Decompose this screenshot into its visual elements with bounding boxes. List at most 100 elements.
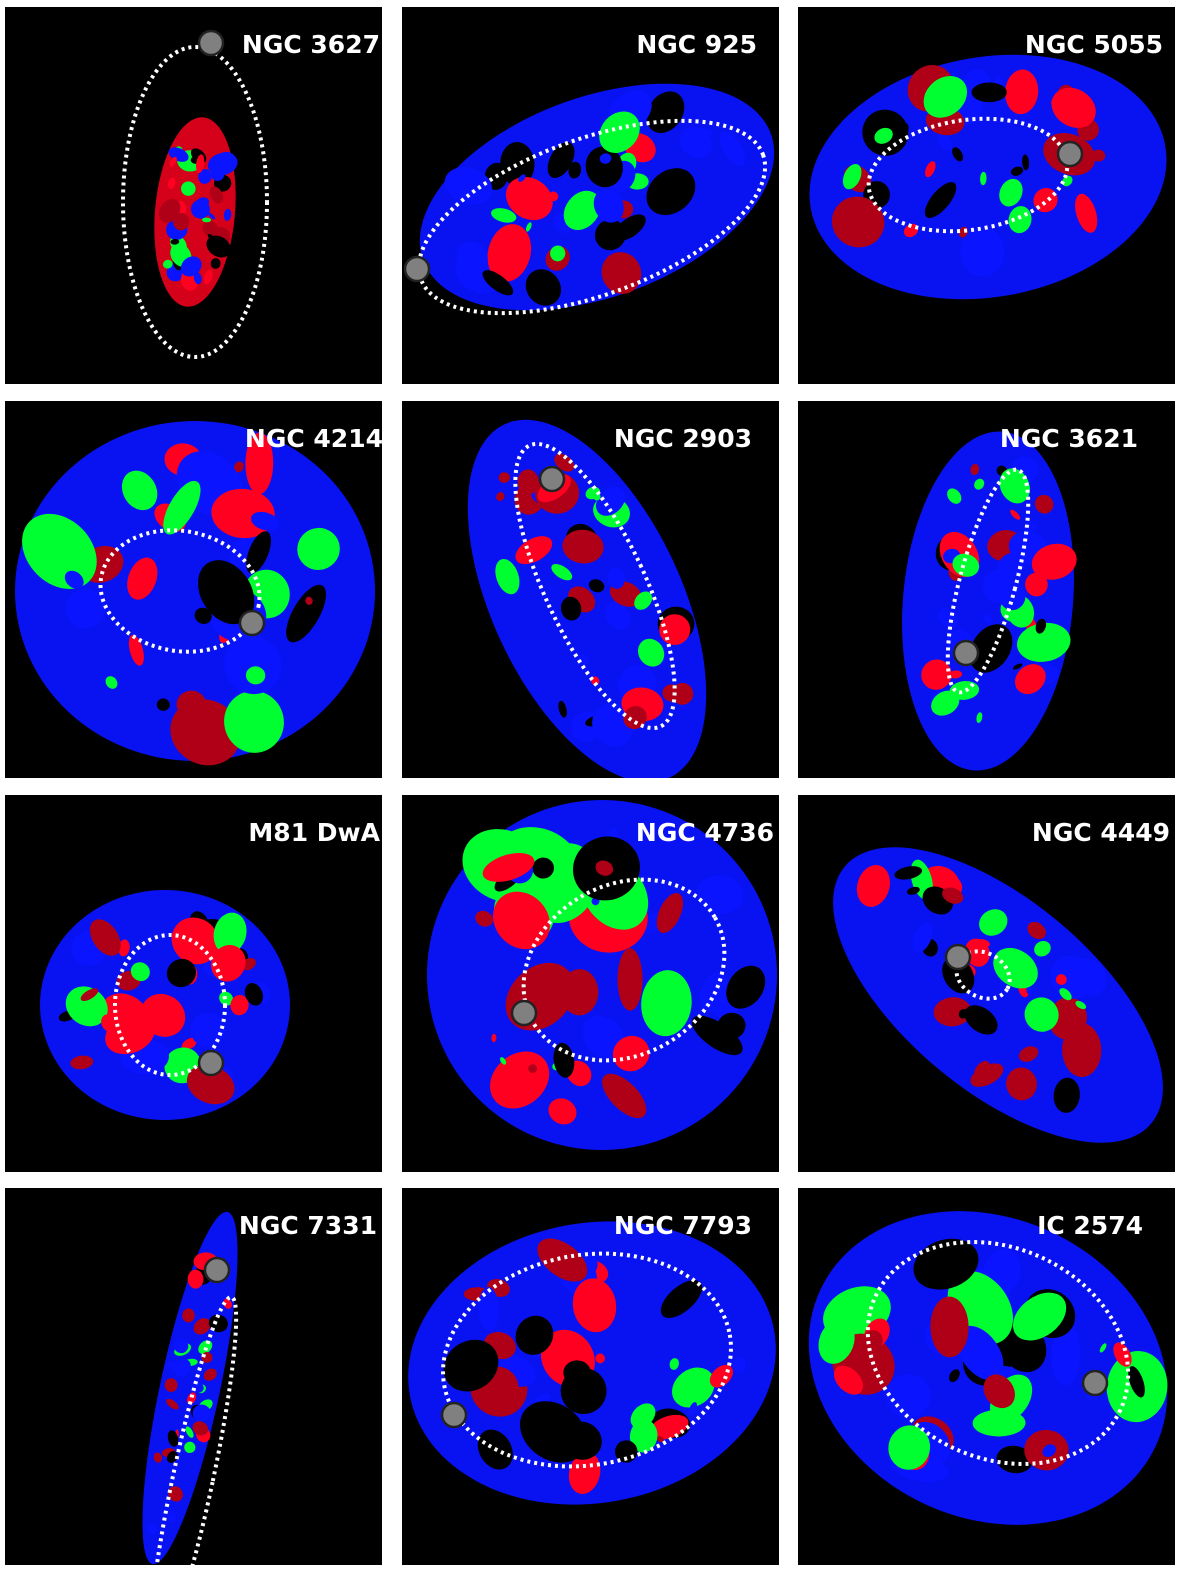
emission-patch [147, 1524, 158, 1535]
panel-label: IC 2574 [1037, 1211, 1143, 1240]
emission-patch [1034, 940, 1051, 957]
emission-patch [947, 488, 962, 504]
emission-patch [250, 511, 280, 531]
emission-patch [192, 1404, 211, 1423]
emission-patch [942, 887, 964, 904]
emission-patch [999, 178, 1023, 207]
emission-patch [1062, 175, 1073, 187]
panel-label: NGC 925 [636, 30, 757, 59]
emission-patch [1024, 997, 1059, 1032]
emission-patch [203, 269, 213, 285]
emission-patch [949, 670, 963, 679]
emission-patch [128, 634, 144, 666]
emission-patch [634, 591, 653, 610]
emission-patch [717, 1012, 746, 1040]
emission-patch [1012, 1292, 1067, 1341]
emission-patch [602, 1073, 647, 1119]
emission-patch [1059, 988, 1072, 1001]
emission-patch [641, 970, 692, 1037]
emission-patch [892, 123, 909, 148]
emission-patch [169, 156, 177, 167]
emission-patch [80, 988, 99, 1001]
emission-patch [65, 986, 108, 1027]
emission-patch [1023, 520, 1037, 534]
emission-patch [193, 1318, 211, 1335]
emission-patch [181, 181, 196, 196]
emission-patch [669, 1358, 679, 1370]
emission-patch [623, 706, 647, 730]
emission-patch [563, 1360, 591, 1386]
emission-patch [977, 939, 990, 947]
emission-patch [551, 564, 573, 581]
aperture-ellipse [113, 933, 227, 1077]
panel: NGC 4449 [798, 795, 1175, 1172]
emission-patch [206, 235, 231, 258]
emission-patch [719, 131, 746, 166]
emission-patch [1099, 1343, 1107, 1353]
aperture-ellipse [441, 1251, 733, 1469]
panel: NGC 7331 [5, 1188, 382, 1565]
emission-patch [593, 188, 624, 223]
emission-patch [656, 1436, 665, 1443]
emission-patch [572, 1278, 617, 1333]
panel: NGC 3627 [5, 7, 382, 384]
emission-patch [1025, 572, 1048, 597]
emission-patch [1128, 1366, 1145, 1398]
emission-patch [245, 432, 274, 495]
emission-patch [195, 154, 205, 174]
emission-patch [22, 513, 97, 589]
emission-patch [605, 601, 631, 630]
emission-patch [528, 1064, 538, 1074]
emission-patch [443, 1339, 499, 1392]
panel: NGC 4736 [402, 795, 779, 1172]
emission-patch [660, 1280, 703, 1318]
emission-patch [1027, 921, 1046, 940]
emission-patch [913, 1238, 979, 1290]
emission-patch [193, 272, 202, 285]
emission-patch [856, 865, 890, 907]
emission-patch [903, 223, 919, 238]
marker-dot [203, 1256, 231, 1284]
aperture-ellipse [945, 467, 1031, 695]
panel-label: M81 DwA [248, 818, 380, 847]
emission-patch [260, 578, 267, 588]
emission-patch [181, 1037, 197, 1050]
emission-patch [182, 1308, 195, 1323]
emission-patch [297, 527, 340, 570]
emission-patch [1031, 543, 1077, 580]
emission-patch [596, 486, 626, 516]
emission-patch [974, 478, 985, 490]
emission-patch [726, 965, 766, 1009]
emission-patch [185, 1426, 194, 1438]
emission-patch [505, 176, 553, 221]
emission-patch [162, 259, 173, 269]
emission-patch [923, 75, 968, 118]
emission-patch [1006, 1067, 1037, 1101]
emission-patch [105, 676, 118, 689]
emission-patch [976, 712, 983, 723]
emission-patch [175, 1359, 191, 1377]
panel-label: NGC 4214 [245, 424, 383, 453]
emission-patch [629, 1419, 658, 1453]
emission-patch [208, 212, 216, 220]
emission-patch [224, 635, 282, 695]
emission-patch [482, 270, 514, 296]
emission-patch [532, 857, 554, 879]
emission-patch [482, 853, 535, 882]
panel-label: NGC 5055 [1025, 30, 1163, 59]
emission-patch [223, 208, 232, 221]
marker-dot [197, 29, 225, 57]
emission-patch [599, 111, 640, 154]
emission-patch [176, 690, 206, 718]
emission-patch [209, 186, 224, 204]
emission-patch [818, 1319, 855, 1364]
emission-patch [1053, 1077, 1080, 1113]
emission-patch [190, 199, 210, 219]
emission-patch [498, 472, 510, 483]
emission-patch [970, 463, 980, 475]
emission-patch [599, 932, 615, 944]
emission-patch [444, 167, 493, 205]
emission-patch [184, 1441, 196, 1453]
emission-patch [495, 558, 520, 595]
emission-patch [1026, 986, 1032, 996]
